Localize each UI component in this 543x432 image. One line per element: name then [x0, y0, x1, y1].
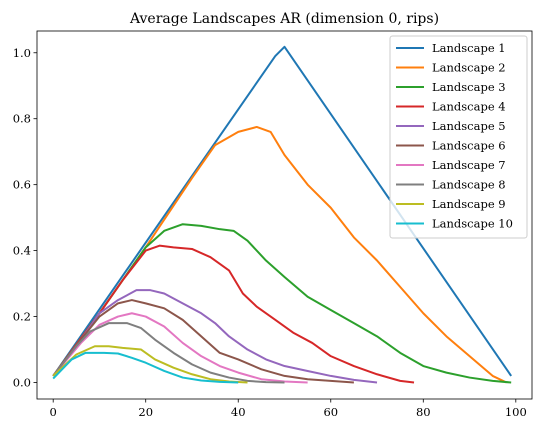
legend-label: Landscape 6	[432, 139, 506, 153]
plot-frame	[36, 30, 533, 400]
y-tick-label: 0.8	[13, 112, 31, 126]
chart-title: Average Landscapes AR (dimension 0, rips…	[129, 11, 439, 27]
legend-label: Landscape 5	[432, 119, 506, 133]
x-tick-label: 40	[231, 405, 246, 419]
legend-label: Landscape 9	[432, 197, 506, 211]
axes: 0 20 40 60 80 100 0.0 0.2 0.4 0.6 0.8 1.0	[13, 46, 527, 419]
x-tick-label: 60	[323, 405, 338, 419]
series-line-8	[52, 322, 285, 384]
legend-label: Landscape 2	[432, 61, 506, 75]
legend: Landscape 1 Landscape 2 Landscape 3 Landsca…	[389, 35, 528, 239]
y-tick-label: 0.6	[13, 178, 31, 192]
x-tick-label: 0	[50, 405, 57, 419]
series-line-2	[52, 125, 507, 384]
legend-label: Landscape 3	[432, 80, 506, 94]
y-tick-label: 0.0	[13, 376, 31, 390]
legend-frame	[389, 35, 528, 239]
legend-label: Landscape 7	[432, 158, 506, 172]
y-tick-label: 0.4	[13, 244, 31, 258]
x-tick-label: 20	[138, 405, 153, 419]
x-tick-label: 80	[416, 405, 431, 419]
legend-label: Landscape 4	[432, 100, 506, 114]
legend-label: Landscape 8	[432, 178, 506, 192]
y-tick-label: 0.2	[13, 310, 31, 324]
series-line-7	[52, 312, 308, 384]
series-line-6	[52, 299, 354, 384]
legend-label: Landscape 10	[432, 217, 513, 231]
series-line-5	[52, 289, 378, 384]
x-tick-label: 100	[505, 405, 527, 419]
series-line-4	[52, 244, 415, 384]
series-line-3	[52, 223, 512, 384]
series-line-9	[52, 345, 248, 384]
legend-label: Landscape 1	[432, 41, 506, 55]
series-line-10	[52, 351, 239, 384]
y-tick-label: 1.0	[13, 46, 31, 60]
